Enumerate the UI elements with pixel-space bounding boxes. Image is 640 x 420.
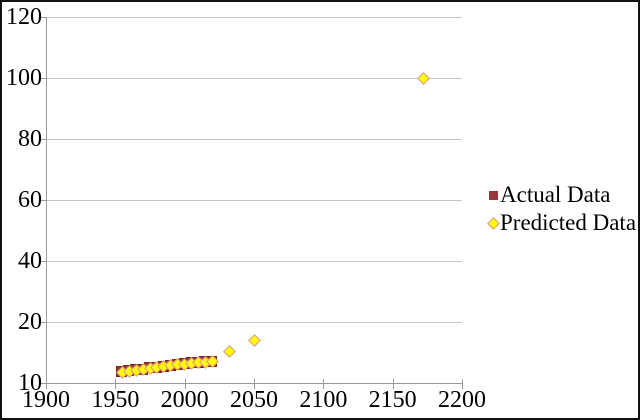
legend: Actual Data Predicted Data (487, 181, 637, 237)
x-tick-label: 2100 (299, 387, 348, 413)
y-tick (40, 200, 46, 201)
y-tick-label: 60 (18, 187, 42, 213)
legend-item-predicted-data: Predicted Data (487, 209, 637, 237)
x-tick-label: 2200 (438, 387, 486, 413)
actual-data-square-marker-icon (489, 190, 498, 200)
y-tick-label: 40 (18, 248, 42, 274)
y-tick (40, 261, 46, 262)
data-point-predicted-data (222, 344, 236, 358)
predicted-data-diamond-marker-icon (487, 216, 500, 230)
x-tick-label: 1900 (22, 387, 70, 413)
y-tick (40, 322, 46, 323)
y-tick-label: 120 (6, 4, 42, 30)
x-tick (254, 379, 255, 389)
h-gridline (46, 139, 462, 140)
x-tick (323, 379, 325, 389)
y-tick (40, 17, 46, 18)
x-tick (184, 379, 186, 389)
h-gridline (46, 200, 462, 201)
y-tick-label: 10 (18, 370, 42, 396)
h-gridline (46, 78, 462, 79)
y-tick (40, 139, 46, 140)
x-tick (46, 379, 47, 389)
x-tick-label: 2050 (230, 387, 278, 413)
x-tick (392, 379, 394, 389)
y-axis-line (46, 17, 47, 383)
data-point-predicted-data (416, 71, 430, 85)
x-tick (115, 379, 117, 389)
legend-label-actual-data: Actual Data (500, 182, 611, 207)
legend-label-predicted-data: Predicted Data (500, 210, 637, 235)
y-tick-label: 20 (18, 309, 42, 335)
y-tick (40, 78, 46, 79)
x-tick-label: 1950 (91, 387, 140, 413)
y-tick (40, 383, 46, 384)
h-gridline (46, 17, 462, 18)
y-tick-label: 80 (18, 126, 42, 152)
h-gridline (46, 261, 462, 262)
h-gridline (46, 322, 462, 323)
x-tick (462, 379, 463, 389)
x-tick-label: 2000 (160, 387, 209, 413)
data-point-predicted-data (247, 334, 261, 348)
legend-item-actual-data: Actual Data (489, 181, 636, 209)
x-tick-label: 2150 (368, 387, 417, 413)
y-tick-label: 100 (6, 65, 42, 91)
